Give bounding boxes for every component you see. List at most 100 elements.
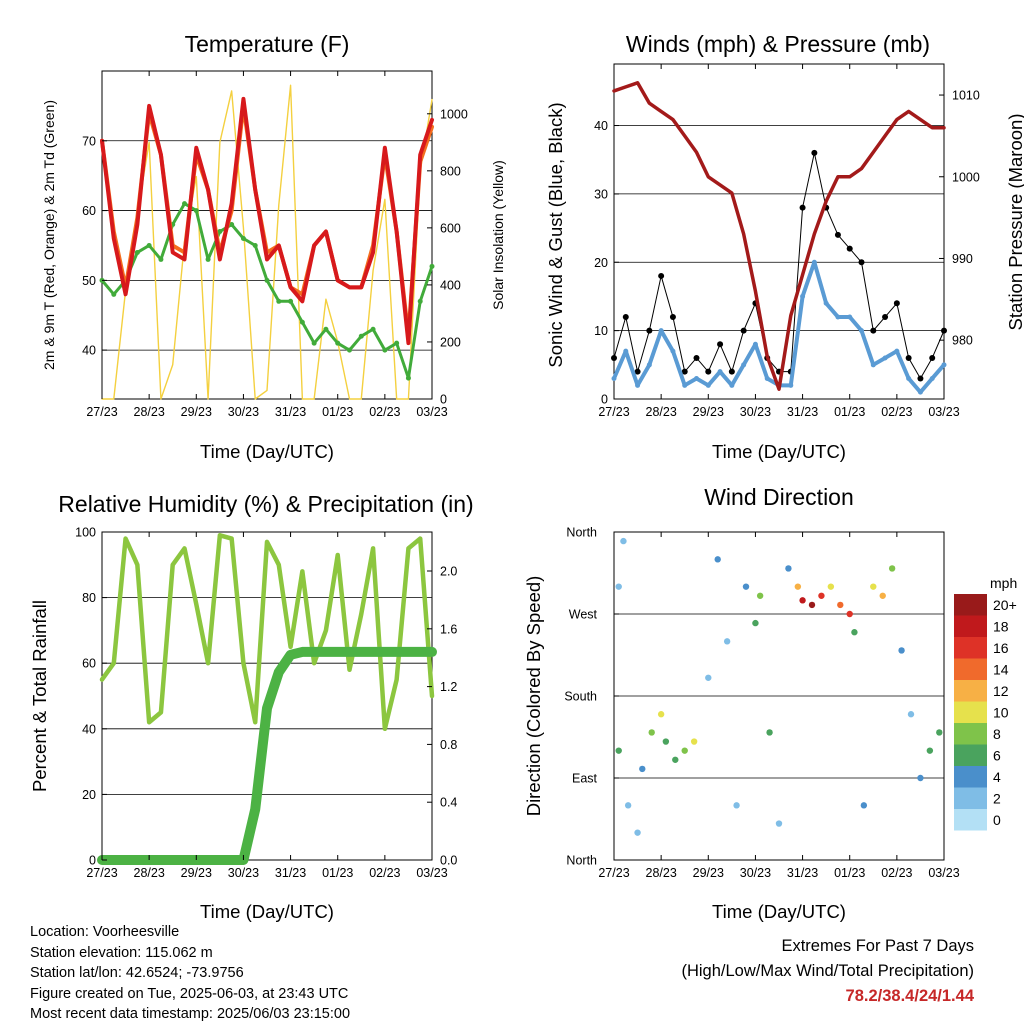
y-tick-label: 0 xyxy=(89,854,96,868)
direction-point xyxy=(851,629,858,636)
y2-tick-label: 1000 xyxy=(952,170,980,184)
dewpoint-point xyxy=(394,340,400,346)
wind-speed-point xyxy=(882,355,888,361)
dewpoint-point xyxy=(264,277,270,283)
direction-point xyxy=(785,565,792,572)
gust-point xyxy=(693,354,700,361)
extremes-subtitle: (High/Low/Max Wind/Total Precipitation) xyxy=(681,962,974,980)
wind-speed-point xyxy=(705,382,711,388)
x-tick-label: 30/23 xyxy=(740,866,771,880)
wind-speed-point xyxy=(941,362,947,368)
x-tick-label: 01/23 xyxy=(834,405,865,419)
gust-point xyxy=(799,204,806,211)
direction-point xyxy=(648,729,655,736)
x-tick-label: 02/23 xyxy=(881,866,912,880)
y-tick-label: 60 xyxy=(82,657,96,671)
gust-point xyxy=(705,368,712,375)
x-tick-label: 27/23 xyxy=(598,866,629,880)
direction-point xyxy=(752,619,759,627)
gust-point xyxy=(611,354,617,361)
gust-point xyxy=(834,231,841,238)
x-tick-label: 31/23 xyxy=(787,866,818,880)
wind-speed-point xyxy=(870,362,876,368)
x-tick-label: 02/23 xyxy=(881,405,912,419)
gust-point xyxy=(717,341,724,348)
wind-direction-x-label: Time (Day/UTC) xyxy=(712,901,846,922)
legend-swatch xyxy=(954,787,987,809)
y2-tick-label: 0 xyxy=(440,393,447,407)
legend-swatch xyxy=(954,680,987,702)
x-tick-label: 02/23 xyxy=(369,405,400,419)
dewpoint-point xyxy=(229,222,235,228)
legend-label: 16 xyxy=(993,640,1009,656)
x-tick-label: 30/23 xyxy=(228,405,259,419)
gust-point xyxy=(728,368,735,375)
y-tick-label: South xyxy=(564,690,597,704)
wind-speed-point xyxy=(635,382,641,388)
direction-point xyxy=(794,583,802,590)
direction-point xyxy=(799,597,806,604)
direction-point xyxy=(620,537,627,545)
direction-point xyxy=(657,711,665,718)
direction-point xyxy=(907,711,915,718)
dewpoint-point xyxy=(182,201,187,207)
x-tick-label: 27/23 xyxy=(86,405,117,419)
dewpoint-point xyxy=(134,249,140,255)
dewpoint-point xyxy=(347,347,352,353)
legend-swatch xyxy=(954,594,987,616)
legend-label: 4 xyxy=(993,769,1001,785)
direction-point xyxy=(917,774,924,782)
station-latlon: Station lat/lon: 42.6524; -73.9756 xyxy=(30,965,244,981)
wind-speed-point xyxy=(741,362,747,368)
panel-humidity: Relative Humidity (%) & Precipitation (i… xyxy=(29,491,474,922)
y-tick-label: 30 xyxy=(594,187,608,201)
direction-point xyxy=(615,747,622,754)
legend-label: 12 xyxy=(993,683,1009,699)
gust-point xyxy=(893,300,900,307)
wind-speed-point xyxy=(646,362,652,368)
x-tick-label: 27/23 xyxy=(86,866,117,880)
direction-point xyxy=(827,583,835,590)
legend-swatch xyxy=(954,701,987,723)
gust-point xyxy=(634,368,641,375)
legend-label: 18 xyxy=(993,618,1009,634)
y2-tick-label: 600 xyxy=(440,221,461,235)
y-tick-label: 60 xyxy=(82,204,96,218)
y2-tick-label: 980 xyxy=(952,334,973,348)
pressure-line xyxy=(612,81,946,391)
solar-insolation-line xyxy=(101,84,433,400)
direction-point xyxy=(860,802,868,809)
y-tick-label: 100 xyxy=(75,526,96,540)
winds-y-label: Sonic Wind & Gust (Blue, Black) xyxy=(545,102,566,367)
panel-temperature: Temperature (F) 27/23 28/23 29/23 30/23 31/2… xyxy=(41,31,506,462)
x-tick-label: 28/23 xyxy=(646,405,677,419)
direction-point xyxy=(634,829,641,836)
gust-point xyxy=(858,259,865,266)
x-tick-label: 27/23 xyxy=(598,405,629,419)
legend-swatch xyxy=(954,658,987,680)
direction-point xyxy=(766,729,773,736)
x-tick-label: 29/23 xyxy=(693,405,724,419)
wind-speed-point xyxy=(894,348,900,354)
temperature-y2-label: Solar Insolation (Yellow) xyxy=(490,160,506,310)
direction-point xyxy=(808,601,816,609)
x-tick-label: 30/23 xyxy=(228,866,259,880)
gust-point xyxy=(740,327,747,334)
wind-speed-point xyxy=(729,382,735,388)
temperature-y-label: 2m & 9m T (Red, Orange) & 2m Td (Green) xyxy=(41,100,57,370)
wind-speed-point xyxy=(764,375,770,381)
direction-point xyxy=(714,556,721,563)
temperature-x-label: Time (Day/UTC) xyxy=(200,441,334,462)
gust-point xyxy=(658,272,665,279)
extremes-box: Extremes For Past 7 Days (High/Low/Max W… xyxy=(681,934,974,1009)
dewpoint-point xyxy=(276,298,282,304)
dewpoint-point xyxy=(382,347,388,353)
x-tick-label: 03/23 xyxy=(416,405,447,419)
wind-speed-point xyxy=(906,375,912,381)
direction-point xyxy=(926,747,934,754)
gust-point xyxy=(669,313,676,320)
legend-label: 10 xyxy=(993,704,1009,720)
x-tick-label: 03/23 xyxy=(416,866,447,880)
direction-point xyxy=(690,738,698,745)
x-tick-label: 31/23 xyxy=(275,405,306,419)
